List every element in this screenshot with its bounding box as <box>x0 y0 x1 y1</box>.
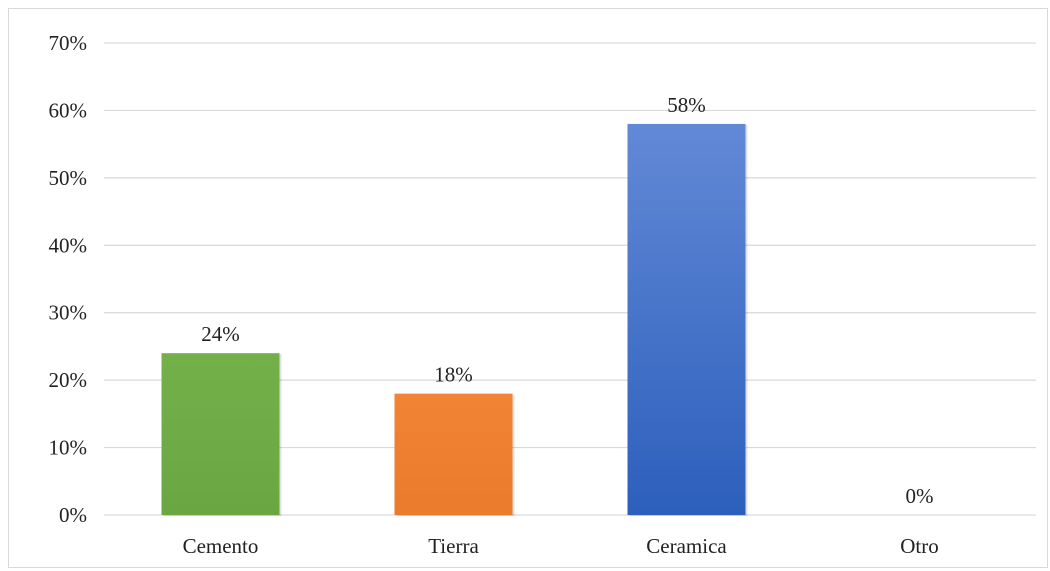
data-label-tierra: 18% <box>434 363 473 387</box>
y-tick-label: 0% <box>59 503 87 527</box>
chart-frame: 0% 10% 20% 30% 40% 50% 60% 70% 24% 18% 58% 0% Ceme… <box>8 8 1048 568</box>
data-label-cemento: 24% <box>201 322 240 346</box>
y-tick-label: 50% <box>49 166 88 190</box>
bar-chart: 0% 10% 20% 30% 40% 50% 60% 70% 24% 18% 58% 0% Ceme… <box>49 31 1036 558</box>
x-category-label-otro: Otro <box>900 534 939 558</box>
y-tick-label: 70% <box>49 31 88 55</box>
bar-cemento <box>161 353 280 515</box>
x-category-label-ceramica: Ceramica <box>646 534 727 558</box>
bar-ceramica <box>627 123 746 516</box>
y-axis-ticks: 0% 10% 20% 30% 40% 50% 60% 70% <box>49 31 88 527</box>
x-axis-categories: Cemento Tierra Ceramica Otro <box>183 534 939 558</box>
y-tick-label: 40% <box>49 233 88 257</box>
data-labels: 24% 18% 58% 0% <box>201 93 933 508</box>
bars <box>161 123 748 517</box>
x-category-label-tierra: Tierra <box>428 534 479 558</box>
x-category-label-cemento: Cemento <box>183 534 259 558</box>
y-tick-label: 30% <box>49 301 88 325</box>
y-tick-label: 60% <box>49 98 88 122</box>
y-tick-label: 10% <box>49 436 88 460</box>
data-label-otro: 0% <box>906 484 934 508</box>
y-tick-label: 20% <box>49 368 88 392</box>
bar-tierra <box>394 393 513 515</box>
data-label-ceramica: 58% <box>667 93 706 117</box>
